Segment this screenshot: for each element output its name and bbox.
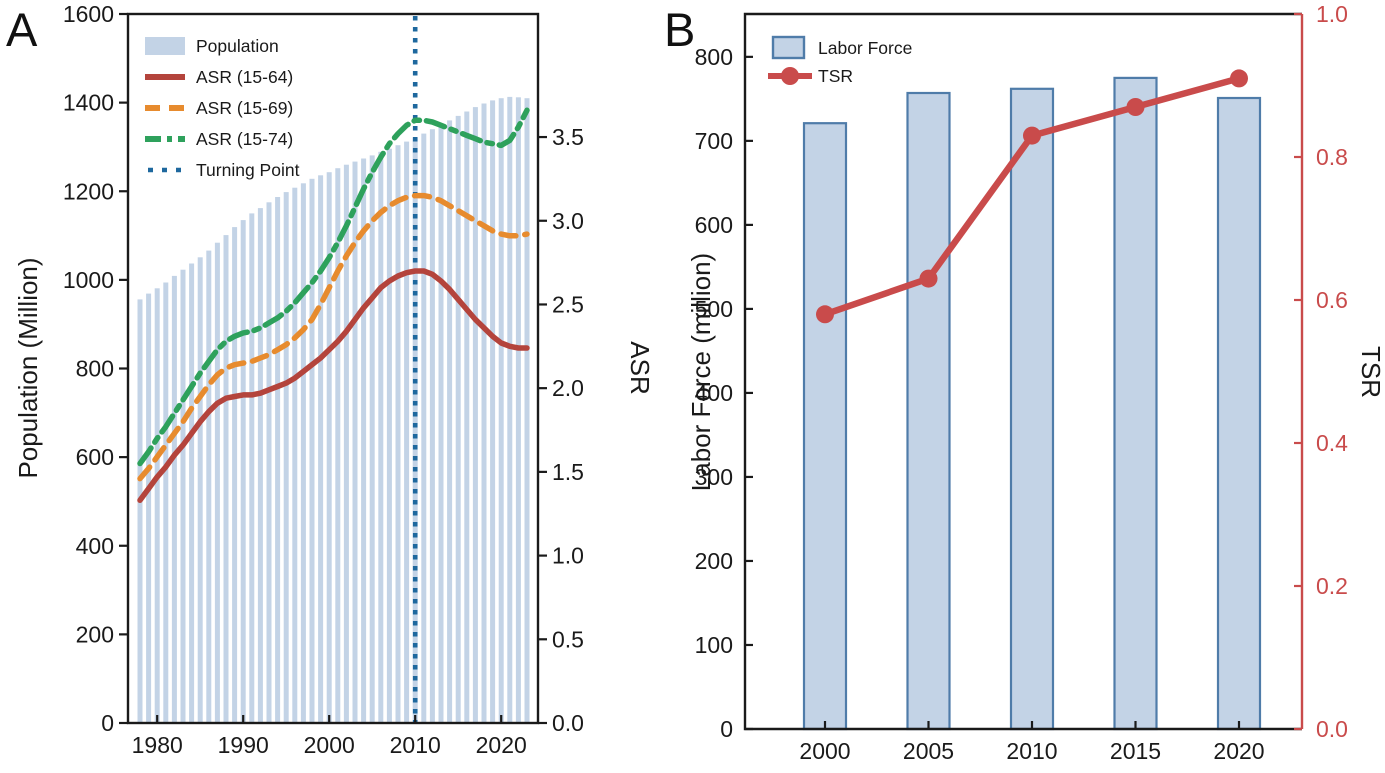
- a-legend-label: ASR (15-74): [196, 129, 293, 149]
- b-left-tick-label: 300: [695, 464, 733, 490]
- a-bottom-tick-label: 1980: [132, 732, 183, 758]
- a-left-tick-label: 1400: [63, 90, 114, 116]
- panel-a-population-asr-chart: 0 200 400 600 800 1000 1200 1400 1600 0.0 0.5 1.0 1.…: [13, 1, 655, 758]
- a-right-tick-label: 1.0: [552, 543, 584, 569]
- a-right-tick-label: 1.5: [552, 459, 584, 485]
- b-left-tick-label: 200: [695, 548, 733, 574]
- a-bottom-tick-label: 2020: [476, 732, 527, 758]
- line-asr-15-64-: [137, 268, 530, 504]
- a-left-tick-label: 800: [76, 356, 114, 382]
- a-left-tick-label: 0: [101, 710, 114, 736]
- b-left-tick-label: 400: [695, 380, 733, 406]
- a-right-tick-label: 2.0: [552, 375, 584, 401]
- a-left-tick-label: 200: [76, 621, 114, 647]
- tsr-marker: [919, 269, 938, 288]
- b-right-tick-label: 0.4: [1316, 430, 1348, 456]
- panel-b-laborforce-tsr-chart: 0 100 200 300 400 500 600 700 800 0.0 0.2 0.4 0.6 0.8…: [686, 1, 1385, 764]
- panel-b-frame: [743, 12, 1302, 731]
- b-left-axis-title: Labor Force (million): [686, 253, 716, 491]
- tsr-marker: [1126, 98, 1145, 116]
- a-left-axis-title: Population (Million): [13, 257, 43, 478]
- b-right-tick-label: 1.0: [1316, 1, 1348, 27]
- a-left-tick-label: 400: [76, 533, 114, 559]
- a-legend-label: ASR (15-64): [196, 67, 293, 87]
- a-right-axis-title: ASR: [625, 341, 655, 394]
- line-asr-15-74-: [137, 107, 530, 467]
- panel-a-population-bars: [137, 96, 530, 724]
- b-left-tick-label: 700: [695, 128, 733, 154]
- b-right-axis-title: TSR: [1356, 346, 1385, 398]
- b-left-tick-label: 100: [695, 632, 733, 658]
- panel-b-axes: 0 100 200 300 400 500 600 700 800 0.0 0.2 0.4 0.6 0.8…: [695, 1, 1349, 764]
- a-left-tick-label: 1600: [63, 1, 114, 27]
- a-right-tick-label: 2.5: [552, 291, 584, 317]
- a-left-tick-label: 600: [76, 444, 114, 470]
- panel-a-legend: Population ASR (15-64) ASR (15-69) ASR (15-…: [145, 36, 300, 180]
- b-bottom-tick-label: 2015: [1110, 738, 1161, 764]
- b-right-tick-label: 0.8: [1316, 144, 1348, 170]
- b-legend-label: Labor Force: [818, 38, 912, 58]
- b-bottom-tick-label: 2020: [1213, 738, 1264, 764]
- a-right-tick-label: 3.0: [552, 208, 584, 234]
- a-legend-label: Population: [196, 36, 279, 56]
- line-asr-15-69-: [137, 192, 530, 482]
- a-bottom-tick-label: 2000: [304, 732, 355, 758]
- b-right-tick-label: 0.0: [1316, 716, 1348, 742]
- b-legend-label: TSR: [818, 66, 853, 86]
- tsr-marker: [1023, 126, 1041, 145]
- a-right-tick-label: 0.0: [552, 710, 584, 736]
- a-legend-label: ASR (15-69): [196, 98, 293, 118]
- tsr-marker: [1230, 69, 1248, 88]
- b-right-tick-label: 0.6: [1316, 287, 1348, 313]
- panel-b-legend: Labor Force TSR: [768, 35, 912, 86]
- b-bottom-tick-label: 2000: [799, 738, 850, 764]
- b-left-tick-label: 600: [695, 212, 733, 238]
- b-left-tick-label: 500: [695, 296, 733, 322]
- a-left-tick-label: 1200: [63, 178, 114, 204]
- a-right-tick-label: 0.5: [552, 626, 584, 652]
- panel-a-axes: 0 200 400 600 800 1000 1200 1400 1600 0.0 0.5 1.0 1.…: [63, 1, 584, 758]
- a-right-tick-label: 3.5: [552, 124, 584, 150]
- a-bottom-tick-label: 2010: [390, 732, 441, 758]
- a-legend-label: Turning Point: [196, 160, 300, 180]
- tsr-marker: [816, 305, 834, 324]
- panel-a-letter: A: [6, 3, 38, 56]
- b-left-tick-label: 0: [720, 716, 733, 742]
- b-bottom-tick-label: 2005: [903, 738, 954, 764]
- b-left-tick-label: 800: [695, 44, 733, 70]
- panel-b-letter: B: [664, 3, 695, 56]
- b-bottom-tick-label: 2010: [1006, 738, 1057, 764]
- b-right-tick-label: 0.2: [1316, 573, 1348, 599]
- panel-b-laborforce-bars: [802, 76, 1262, 731]
- a-left-tick-label: 1000: [63, 267, 114, 293]
- a-bottom-tick-label: 1990: [218, 732, 269, 758]
